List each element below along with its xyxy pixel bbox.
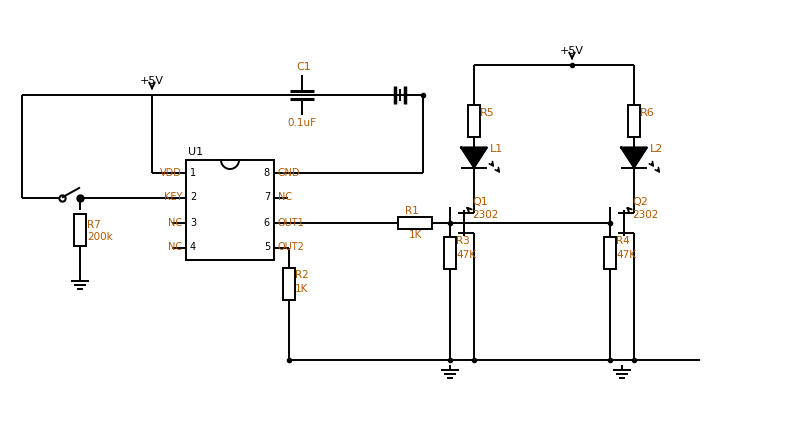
Text: KEY: KEY bbox=[164, 193, 182, 202]
Text: NC: NC bbox=[168, 218, 182, 228]
Text: VDD: VDD bbox=[160, 167, 182, 177]
Text: 5: 5 bbox=[264, 243, 270, 253]
Text: Q2: Q2 bbox=[632, 198, 648, 208]
Text: R5: R5 bbox=[480, 108, 495, 118]
Text: 1: 1 bbox=[190, 167, 196, 177]
Text: 2302: 2302 bbox=[632, 209, 659, 219]
Text: 0.1uF: 0.1uF bbox=[287, 118, 316, 128]
Bar bbox=[74, 214, 86, 246]
Text: +5V: +5V bbox=[560, 46, 584, 56]
Text: R1: R1 bbox=[405, 205, 419, 215]
Text: 7: 7 bbox=[264, 193, 270, 202]
Bar bbox=[628, 105, 640, 137]
Text: 3: 3 bbox=[190, 218, 196, 228]
Text: 6: 6 bbox=[264, 218, 270, 228]
Bar bbox=[283, 267, 295, 299]
Text: R3: R3 bbox=[456, 236, 470, 246]
Text: 4: 4 bbox=[190, 243, 196, 253]
Text: 1K: 1K bbox=[295, 284, 309, 295]
Bar bbox=[444, 236, 456, 268]
Text: 47K: 47K bbox=[616, 250, 636, 260]
Text: NC: NC bbox=[278, 193, 292, 202]
Text: NC: NC bbox=[168, 243, 182, 253]
Text: R7: R7 bbox=[87, 219, 101, 229]
Text: L1: L1 bbox=[490, 145, 503, 155]
Text: 2: 2 bbox=[190, 193, 196, 202]
Bar bbox=[398, 216, 432, 229]
Text: R6: R6 bbox=[640, 108, 655, 118]
Text: R4: R4 bbox=[616, 236, 630, 246]
Text: OUT2: OUT2 bbox=[278, 243, 305, 253]
Text: GND: GND bbox=[278, 167, 301, 177]
Text: C1: C1 bbox=[297, 62, 312, 72]
Bar bbox=[468, 105, 480, 137]
Text: 8: 8 bbox=[264, 167, 270, 177]
Text: Q1: Q1 bbox=[472, 198, 488, 208]
Bar bbox=[186, 160, 274, 260]
Text: OUT1: OUT1 bbox=[278, 218, 305, 228]
Text: L2: L2 bbox=[650, 145, 663, 155]
Text: R2: R2 bbox=[295, 271, 309, 281]
Polygon shape bbox=[461, 148, 487, 167]
Bar bbox=[604, 236, 616, 268]
Text: 47K: 47K bbox=[456, 250, 476, 260]
Text: +5V: +5V bbox=[140, 76, 164, 86]
Text: U1: U1 bbox=[188, 147, 203, 157]
Text: 200k: 200k bbox=[87, 232, 113, 242]
Text: 2302: 2302 bbox=[472, 209, 498, 219]
Text: 1K: 1K bbox=[409, 230, 423, 240]
Polygon shape bbox=[621, 148, 647, 167]
